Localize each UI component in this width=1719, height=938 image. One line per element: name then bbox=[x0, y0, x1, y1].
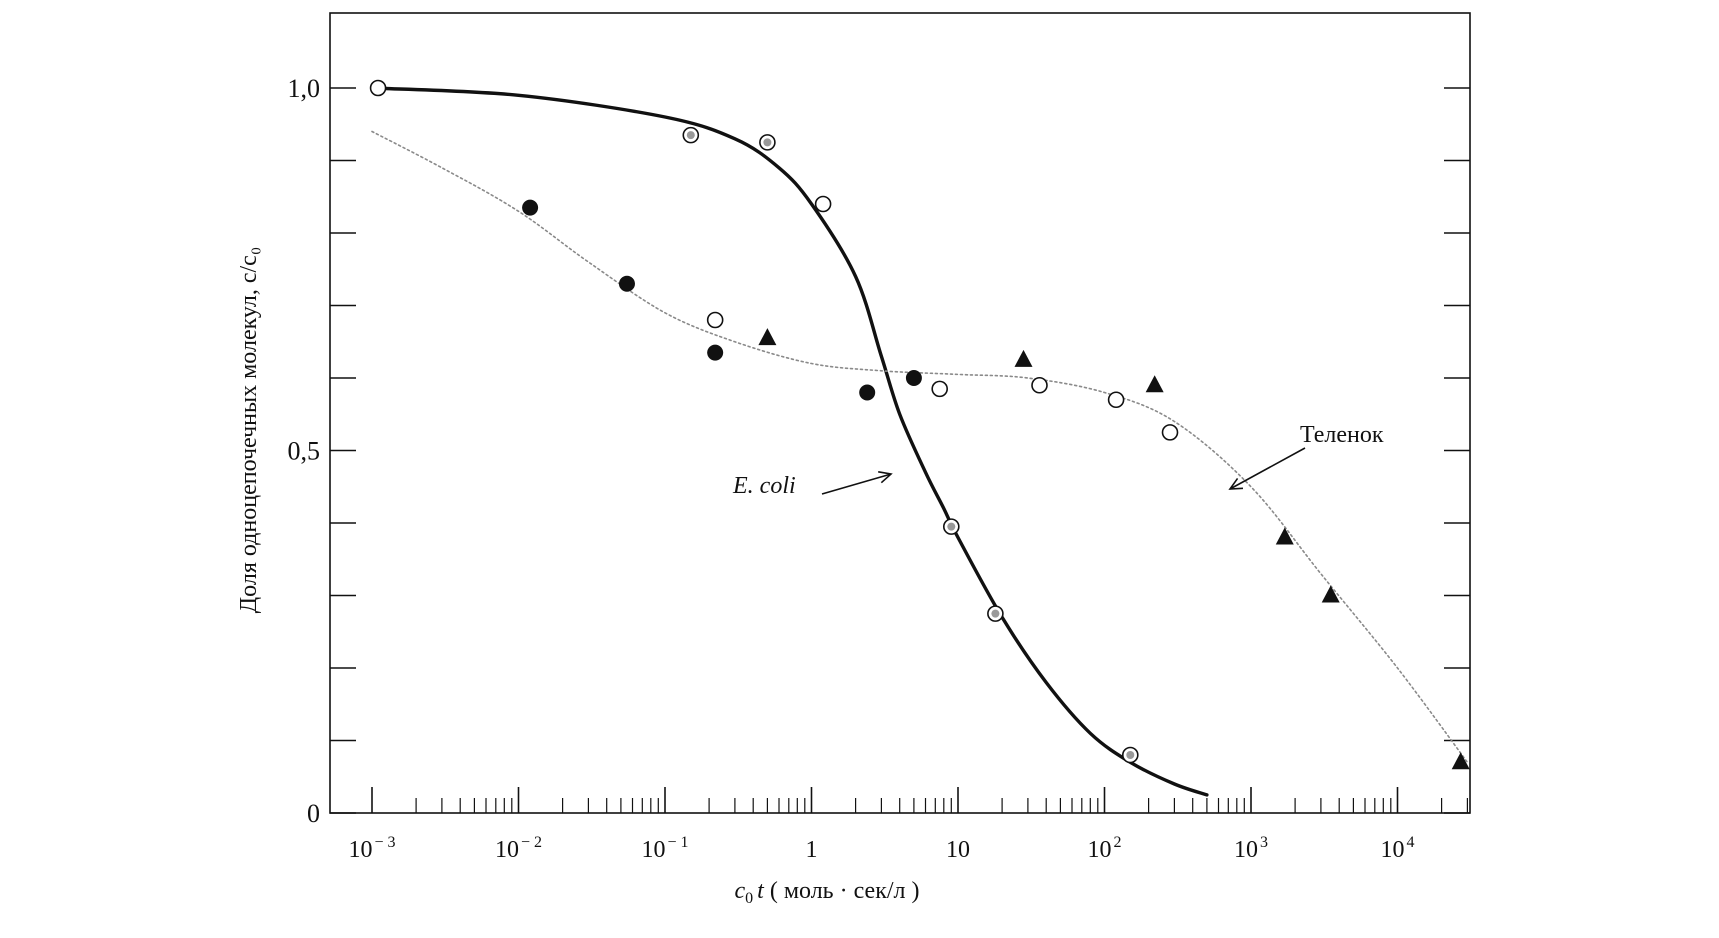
y-tick-label: 0 bbox=[307, 799, 320, 828]
data-point-filled-circle bbox=[707, 344, 724, 361]
data-point-dotted-circle bbox=[942, 518, 960, 535]
data-point-filled-circle bbox=[618, 275, 635, 292]
data-point-filled-triangle bbox=[1145, 375, 1164, 393]
data-point-dotted-circle bbox=[987, 605, 1004, 622]
data-point-filled-triangle bbox=[1451, 752, 1470, 770]
data-point-filled-triangle bbox=[1321, 585, 1340, 603]
y-ticks bbox=[330, 87, 1470, 814]
curve-ecoli bbox=[370, 86, 1209, 797]
open-circle-marker bbox=[706, 311, 724, 329]
x-tick-label: 10 2 bbox=[1088, 834, 1122, 863]
open-circle-marker bbox=[931, 380, 948, 398]
data-point-open-circle bbox=[369, 79, 387, 97]
annotation-ecoli: E. coli bbox=[732, 473, 796, 499]
x-tick-label: 10− 2 bbox=[495, 834, 542, 863]
dotted-circle-center bbox=[763, 138, 772, 147]
data-point-filled-circle bbox=[905, 370, 922, 386]
data-point-filled-circle bbox=[522, 199, 539, 216]
data-point-dotted-circle bbox=[1121, 746, 1139, 764]
x-tick-label: 10− 3 bbox=[348, 834, 395, 863]
data-point-filled-triangle bbox=[1275, 527, 1294, 545]
dotted-circle-center bbox=[1126, 751, 1135, 759]
data-point-filled-triangle bbox=[1014, 349, 1033, 367]
open-circle-marker bbox=[1107, 391, 1125, 409]
data-point-open-circle bbox=[1031, 376, 1048, 394]
arrow-ecoli-head bbox=[878, 471, 893, 484]
triangle-marker bbox=[1014, 349, 1033, 367]
arrow-calf bbox=[1229, 447, 1306, 490]
filled-circle-marker bbox=[618, 275, 635, 292]
x-tick-label: 10− 1 bbox=[641, 834, 688, 863]
y-tick-labels: 0 0,5 1,0 bbox=[288, 74, 321, 828]
data-point-open-circle bbox=[931, 380, 948, 398]
annotations: E. coli Теленок bbox=[732, 422, 1384, 499]
data-point-open-circle bbox=[814, 195, 832, 213]
triangle-marker bbox=[1145, 375, 1164, 393]
open-circle-marker bbox=[369, 79, 387, 97]
data-point-filled-circle bbox=[859, 384, 876, 401]
triangle-marker bbox=[1451, 752, 1470, 770]
triangle-marker bbox=[1275, 527, 1294, 545]
x-tick-label: 10 4 bbox=[1381, 834, 1415, 863]
data-point-open-circle bbox=[1161, 424, 1179, 441]
curve-calf bbox=[371, 130, 1469, 764]
filled-circle-marker bbox=[859, 384, 876, 401]
y-tick-label: 1,0 bbox=[288, 74, 321, 103]
annotation-calf: Теленок bbox=[1300, 422, 1384, 448]
open-circle-marker bbox=[814, 195, 832, 213]
data-point-dotted-circle bbox=[759, 134, 776, 151]
open-circle-marker bbox=[1031, 376, 1048, 394]
filled-circle-marker bbox=[707, 344, 724, 361]
x-tick-label: 10 3 bbox=[1234, 834, 1268, 863]
data-points bbox=[369, 79, 1470, 770]
filled-circle-marker bbox=[905, 370, 922, 386]
x-tick-label: 10 bbox=[946, 837, 970, 863]
data-point-dotted-circle bbox=[682, 126, 700, 144]
triangle-marker bbox=[1321, 585, 1340, 603]
minor-ticks bbox=[371, 787, 1468, 813]
data-point-open-circle bbox=[1107, 391, 1125, 409]
arrow-calf-head bbox=[1228, 477, 1244, 490]
filled-circle-marker bbox=[522, 199, 539, 216]
dotted-circle-center bbox=[991, 609, 1000, 618]
dotted-circle-center bbox=[686, 131, 695, 140]
data-point-filled-triangle bbox=[758, 328, 777, 346]
arrow-ecoli bbox=[821, 473, 892, 495]
triangle-marker bbox=[758, 328, 777, 346]
data-point-open-circle bbox=[706, 311, 724, 329]
open-circle-marker bbox=[1161, 424, 1179, 441]
x-axis-label: c0 t ( моль · сек/л ) bbox=[735, 878, 920, 907]
dotted-circle-center bbox=[947, 522, 956, 531]
x-tick-labels: 10− 3 10− 2 10− 1 1 10 10 2 10 3 10 4 bbox=[348, 834, 1414, 863]
y-axis-label: Доля одноцепочечных молекул, c/c₀ bbox=[236, 247, 262, 613]
x-tick-label: 1 bbox=[806, 837, 818, 863]
curves bbox=[370, 86, 1469, 797]
y-tick-label: 0,5 bbox=[288, 437, 321, 466]
